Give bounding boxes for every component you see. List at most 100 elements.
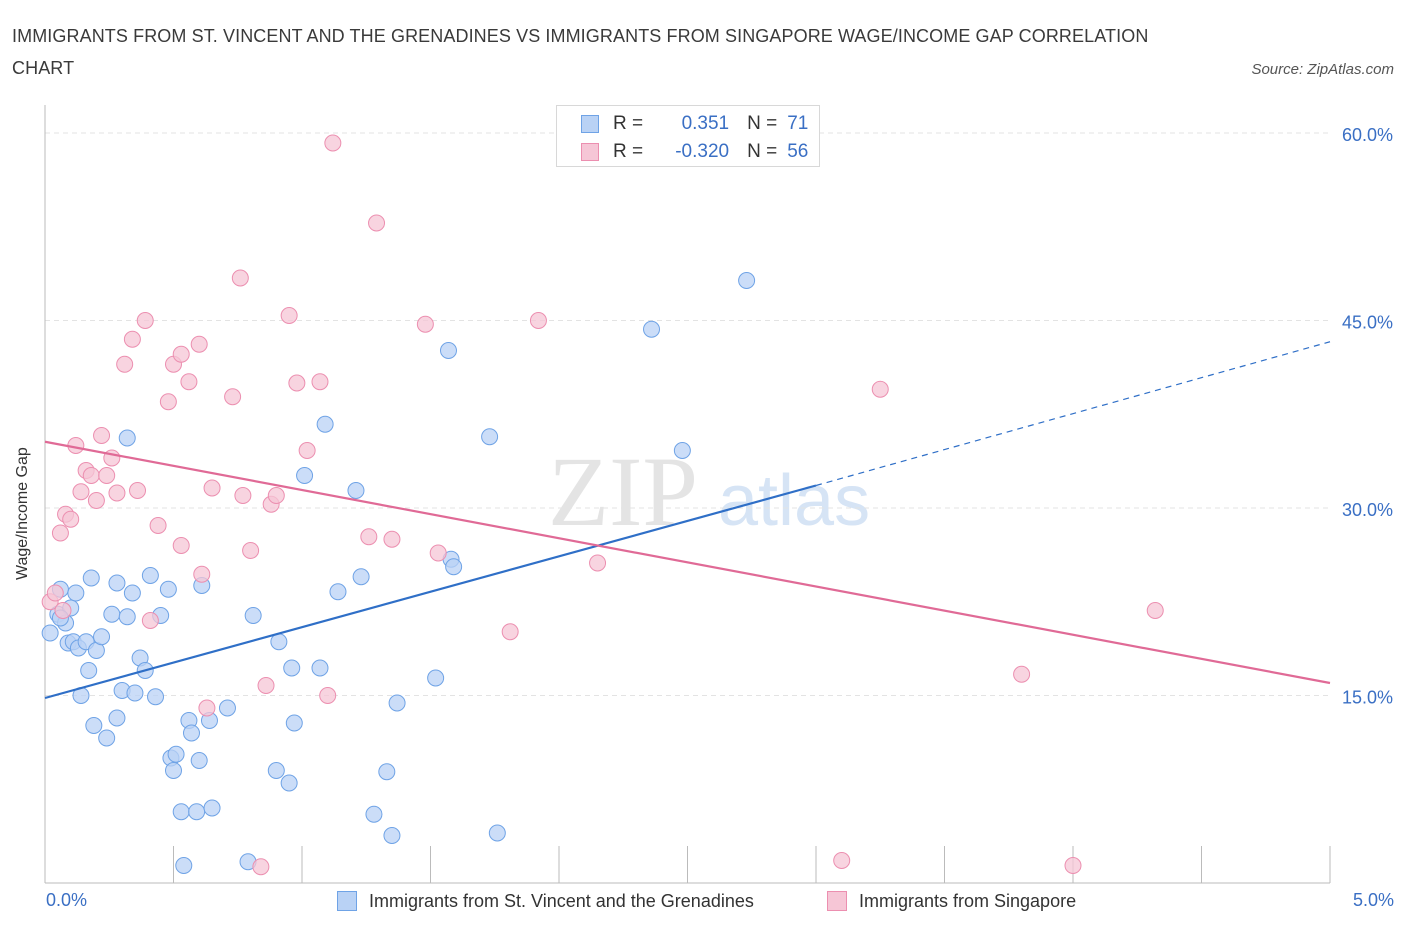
point-blue [165, 762, 182, 779]
point-pink [93, 427, 111, 444]
point-blue [85, 717, 103, 734]
point-pink [324, 134, 342, 152]
point-blue [93, 628, 111, 646]
point-blue [378, 763, 396, 781]
point-pink [501, 623, 519, 641]
point-blue [118, 429, 136, 447]
point-pink [51, 524, 69, 542]
point-pink [368, 214, 386, 232]
point-pink [98, 467, 116, 484]
point-blue [427, 669, 445, 687]
legend-n-value: 56 [787, 141, 809, 162]
point-blue [103, 605, 121, 623]
point-pink [257, 677, 275, 694]
point-blue [182, 724, 200, 742]
point-blue [329, 583, 347, 601]
y-tick-label: 45.0% [1342, 313, 1393, 333]
point-blue [445, 558, 463, 576]
point-blue [388, 694, 406, 712]
point-blue [123, 584, 141, 602]
point-blue [118, 608, 136, 626]
point-pink [159, 393, 177, 411]
point-pink [87, 492, 105, 509]
point-blue [244, 607, 262, 624]
point-blue [159, 580, 177, 598]
point-pink [231, 269, 249, 287]
point-pink [54, 602, 72, 619]
legend-r-label: R = [613, 113, 644, 134]
point-blue [383, 827, 401, 844]
point-blue [67, 584, 85, 602]
point-blue [280, 774, 298, 792]
point-blue [98, 729, 116, 747]
point-pink [360, 528, 378, 546]
point-pink [203, 479, 221, 497]
point-pink [280, 307, 298, 324]
x-tick-label-min: 0.0% [46, 890, 88, 910]
watermark-atlas: atlas [718, 461, 870, 541]
point-blue [108, 574, 126, 592]
y-tick-label: 60.0% [1342, 125, 1393, 145]
point-blue [190, 752, 208, 769]
point-pink [46, 584, 64, 602]
y-tick-label: 15.0% [1342, 688, 1393, 708]
x-tick-label-max: 5.0% [1352, 890, 1394, 910]
series-legend-pink: Immigrants from Singapore [827, 889, 1076, 913]
series-legend-label: Immigrants from Singapore [859, 890, 1077, 911]
point-pink [136, 312, 154, 329]
legend-swatch-pink [581, 143, 599, 161]
point-pink [298, 442, 316, 459]
point-pink [1064, 857, 1082, 874]
point-blue [108, 709, 126, 727]
point-pink [149, 517, 167, 534]
legend-swatch-blue [581, 115, 599, 133]
point-blue [267, 762, 285, 779]
trend-line-pink [44, 440, 1331, 685]
point-pink [172, 345, 190, 363]
point-pink [429, 544, 447, 562]
point-blue [352, 568, 370, 586]
point-blue [141, 567, 159, 584]
legend-r-value: 0.351 [681, 113, 730, 134]
point-blue [347, 482, 365, 499]
series-swatch-pink [827, 891, 847, 911]
point-pink [190, 335, 208, 353]
point-pink [319, 687, 337, 704]
point-pink [193, 565, 211, 583]
series-swatch-blue [337, 891, 357, 911]
point-blue [41, 624, 59, 642]
point-blue [218, 699, 236, 717]
point-blue [175, 857, 193, 874]
point-blue [285, 714, 303, 732]
point-pink [416, 315, 434, 333]
point-blue [126, 684, 144, 702]
point-pink [123, 330, 141, 348]
point-pink [1146, 602, 1164, 619]
watermark-zip: ZIP [548, 436, 698, 547]
point-pink [62, 510, 80, 528]
point-blue [439, 342, 457, 359]
point-pink [108, 484, 126, 502]
legend-row-pink: R = -0.320 N = 56 [581, 140, 808, 164]
point-pink [198, 699, 216, 717]
trend-line-blue [44, 484, 817, 700]
point-blue [365, 805, 383, 823]
series-legend-blue: Immigrants from St. Vincent and the Gren… [337, 889, 754, 913]
point-blue [147, 688, 165, 706]
series-legend-label: Immigrants from St. Vincent and the Gren… [369, 890, 754, 911]
point-pink [589, 554, 607, 572]
point-pink [224, 388, 242, 406]
point-pink [116, 355, 134, 373]
point-blue [167, 745, 185, 763]
point-pink [383, 530, 401, 548]
correlation-legend: R = 0.351 N = 71 R = -0.320 N = 56 [556, 105, 820, 167]
point-blue [188, 803, 206, 821]
point-blue [488, 824, 506, 842]
point-pink [72, 483, 90, 501]
point-blue [311, 659, 329, 677]
point-pink [833, 852, 851, 869]
point-blue [673, 442, 691, 459]
point-blue [738, 272, 756, 289]
point-pink [529, 312, 547, 329]
